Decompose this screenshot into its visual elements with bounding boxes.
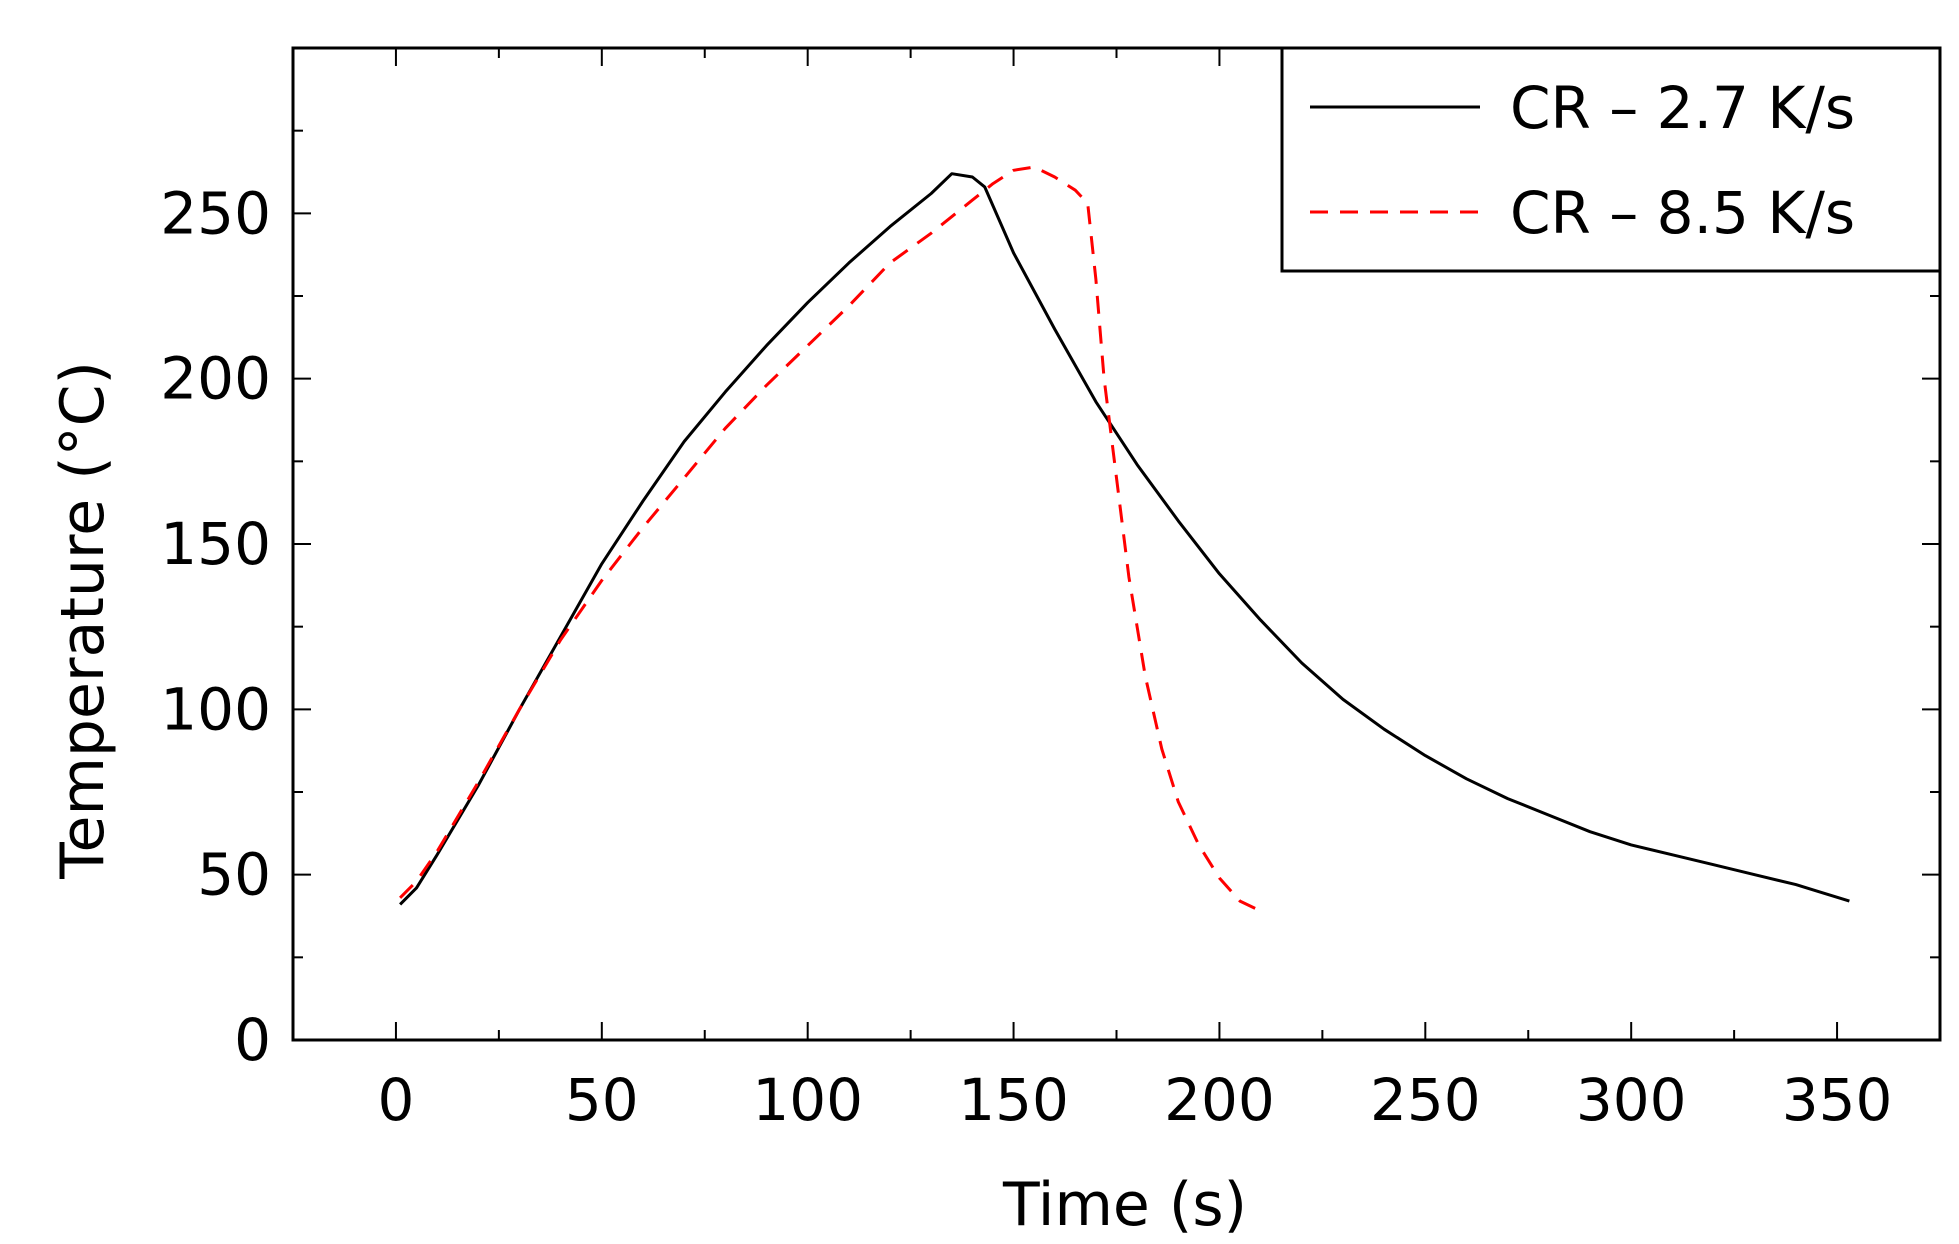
y-tick-label: 100	[160, 675, 271, 743]
x-axis-title: Time (s)	[1002, 1170, 1247, 1240]
x-tick-labels: 0 50 100 150 200 250 300 350	[377, 1066, 1892, 1134]
x-tick-label: 250	[1370, 1066, 1481, 1134]
series-layer	[399, 165, 1850, 913]
y-tick-label: 200	[160, 345, 271, 413]
plot-frame	[291, 46, 1942, 1042]
y-tick-label: 250	[160, 179, 271, 247]
series-line-cr-8-5	[399, 165, 1262, 913]
x-tick-label: 350	[1782, 1066, 1893, 1134]
legend: CR – 2.7 K/s CR – 8.5 K/s	[1280, 46, 1942, 273]
x-tick-label: 200	[1164, 1066, 1275, 1134]
x-tick-label: 150	[958, 1066, 1069, 1134]
legend-label-cr-8-5: CR – 8.5 K/s	[1510, 179, 1855, 247]
y-tick-label: 150	[160, 510, 271, 578]
x-tick-label: 50	[565, 1066, 639, 1134]
y-axis-title: Temperature (°C)	[48, 361, 118, 880]
series-line-cr-2-7	[399, 172, 1850, 906]
x-tick-label: 300	[1576, 1066, 1687, 1134]
x-tick-label: 100	[752, 1066, 863, 1134]
y-tick-label: 50	[197, 841, 271, 909]
y-tick-labels: 0 50 100 150 200 250	[160, 179, 271, 1074]
x-tick-label: 0	[377, 1066, 414, 1134]
legend-box	[1280, 46, 1942, 273]
axis-ticks	[293, 48, 1940, 1040]
y-tick-label: 0	[234, 1006, 271, 1074]
legend-label-cr-2-7: CR – 2.7 K/s	[1510, 74, 1855, 142]
